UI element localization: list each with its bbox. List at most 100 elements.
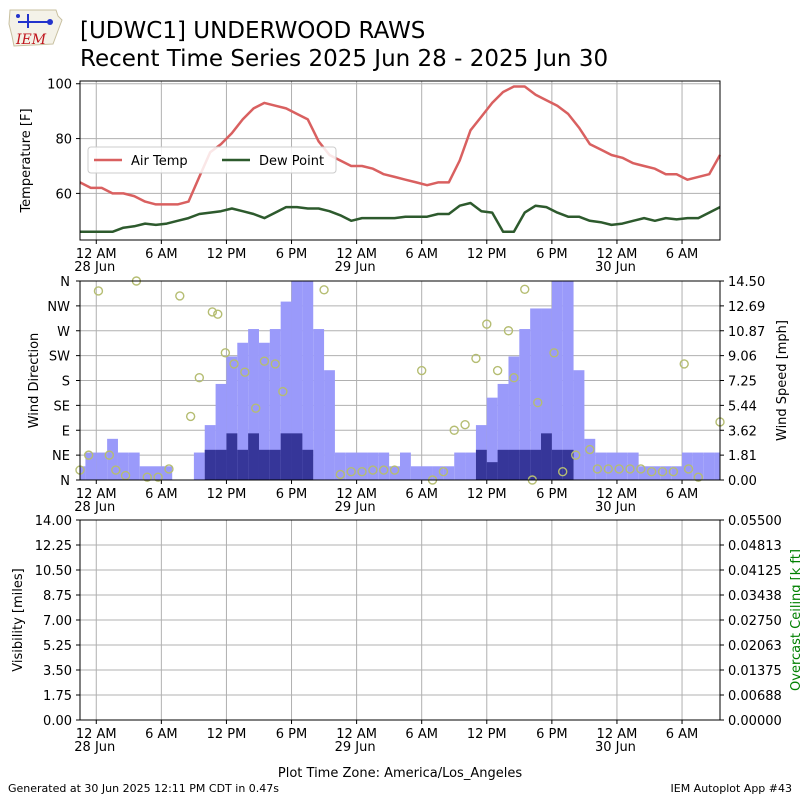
wind-speed-bar	[465, 452, 476, 480]
wind-direction-point	[270, 359, 280, 369]
wind-speed-bar	[551, 281, 563, 480]
wind-direction-point	[379, 465, 389, 475]
wind-direction-point	[153, 472, 163, 482]
x-tick-label: 12 AM	[336, 727, 377, 742]
x-tick-date: 29 Jun	[335, 740, 376, 755]
wind-speed-bar	[497, 383, 509, 480]
wind-direction-point	[175, 291, 185, 301]
x-tick-label: 6 PM	[276, 487, 307, 502]
wind-speed-bar	[356, 452, 368, 480]
wind-direction-point	[104, 450, 114, 460]
wind-speed-bar	[334, 452, 346, 480]
y-tick-label: 80	[55, 133, 72, 148]
x-tick-date: 30 Jun	[595, 740, 636, 755]
wind-direction-point	[259, 356, 270, 366]
visibility-tick-label: 10.50	[35, 564, 72, 579]
wind-direction-point	[83, 450, 94, 460]
wind-speed-bar	[421, 466, 433, 480]
wind-direction-point	[509, 373, 519, 383]
wind-speed-bar	[258, 342, 270, 480]
wind-gust-bar	[551, 449, 563, 480]
temperature-legend	[87, 146, 337, 174]
wind-speed-bar	[519, 329, 531, 480]
x-tick-label: 6 AM	[145, 727, 178, 742]
wind-direction-point	[520, 284, 530, 294]
wind-direction-point	[533, 397, 543, 408]
wind-direction-point	[207, 307, 218, 317]
wind-speed-bar	[508, 356, 520, 480]
wind-speed-bar	[573, 370, 585, 480]
wind-gust-bar	[475, 449, 487, 480]
wind-speed-bar	[302, 281, 314, 480]
wind-direction-point	[220, 348, 231, 358]
speed-tick-label: 12.69	[728, 300, 765, 315]
x-tick-label: 12 AM	[76, 727, 117, 742]
visibility-tick-label: 14.00	[35, 514, 72, 529]
wind-speed-bar	[117, 452, 129, 480]
wind-direction-point	[503, 326, 514, 336]
ceiling-tick-label: 0.01375	[728, 664, 782, 679]
ceiling-tick-label: 0.02063	[728, 639, 782, 654]
speed-tick-label: 3.62	[728, 424, 757, 439]
ceiling-axis-label: Overcast Ceiling [k ft]	[789, 549, 800, 691]
wind-direction-point	[251, 403, 261, 413]
direction-tick-label: S	[62, 375, 70, 390]
wind-direction-point	[185, 411, 196, 422]
wind-direction-point	[389, 465, 400, 475]
x-tick-label: 12 PM	[467, 727, 507, 742]
wind-direction-point	[240, 367, 250, 377]
x-tick-label: 6 AM	[666, 247, 699, 262]
wind-direction-point	[679, 359, 689, 369]
x-tick-date: 28 Jun	[74, 260, 115, 275]
visibility-tick-label: 1.75	[43, 689, 72, 704]
wind-speed-bar	[161, 466, 173, 480]
speed-tick-label: 9.06	[728, 350, 757, 365]
wind-direction-point	[213, 309, 223, 319]
chart-title: [UDWC1] UNDERWOOD RAWS	[80, 18, 426, 44]
x-tick-label: 6 AM	[405, 487, 438, 502]
direction-tick-label: NE	[52, 449, 70, 464]
wind-direction-point	[693, 472, 704, 482]
wind-gust-bar	[248, 433, 259, 480]
x-tick-label: 6 AM	[666, 487, 699, 502]
x-tick-label: 6 PM	[536, 487, 567, 502]
speed-tick-label: 5.44	[728, 399, 757, 414]
wind-speed-bar	[128, 452, 140, 480]
wind-axes-frame	[79, 280, 721, 481]
wind-gust-bar	[226, 433, 238, 480]
ceiling-tick-label: 0.02750	[728, 614, 782, 629]
wind-gust-bar	[237, 449, 249, 480]
wind-speed-axis-label: Wind Speed [mph]	[775, 320, 790, 441]
time-zone-axis-label: Plot Time Zone: America/Los_Angeles	[278, 766, 522, 781]
wind-direction-point	[460, 420, 470, 430]
wind-speed-bar	[345, 452, 357, 480]
wind-direction-point	[571, 450, 581, 460]
x-tick-label: 12 AM	[76, 247, 117, 262]
direction-tick-label: W	[57, 325, 70, 340]
wind-gust-bar	[291, 433, 303, 480]
ceiling-tick-label: 0.04813	[728, 539, 782, 554]
wind-gust-bar	[215, 449, 227, 480]
wind-speed-bar	[530, 308, 542, 480]
wind-direction-point	[335, 469, 346, 480]
wind-speed-bar	[703, 452, 715, 480]
direction-tick-label: N	[60, 275, 70, 290]
wind-speed-bar	[638, 466, 650, 480]
visibility-tick-label: 5.25	[43, 639, 72, 654]
x-tick-label: 12 AM	[336, 487, 377, 502]
visibility-tick-label: 0.00	[43, 714, 72, 729]
x-tick-label: 6 PM	[536, 247, 567, 262]
direction-tick-label: E	[62, 424, 70, 439]
wind-gust-bar	[258, 449, 270, 480]
wind-direction-point	[438, 467, 449, 477]
wind-speed-bar	[324, 370, 335, 480]
wind-speed-bar	[96, 452, 108, 480]
x-tick-label: 6 AM	[145, 487, 178, 502]
wind-direction-point	[603, 464, 613, 474]
wind-gust-bar	[530, 449, 542, 480]
direction-tick-label: SW	[49, 350, 70, 365]
wind-speed-bar	[584, 438, 596, 480]
x-tick-label: 6 PM	[276, 727, 307, 742]
wind-speed-bar	[291, 281, 303, 480]
x-tick-date: 28 Jun	[74, 500, 115, 515]
